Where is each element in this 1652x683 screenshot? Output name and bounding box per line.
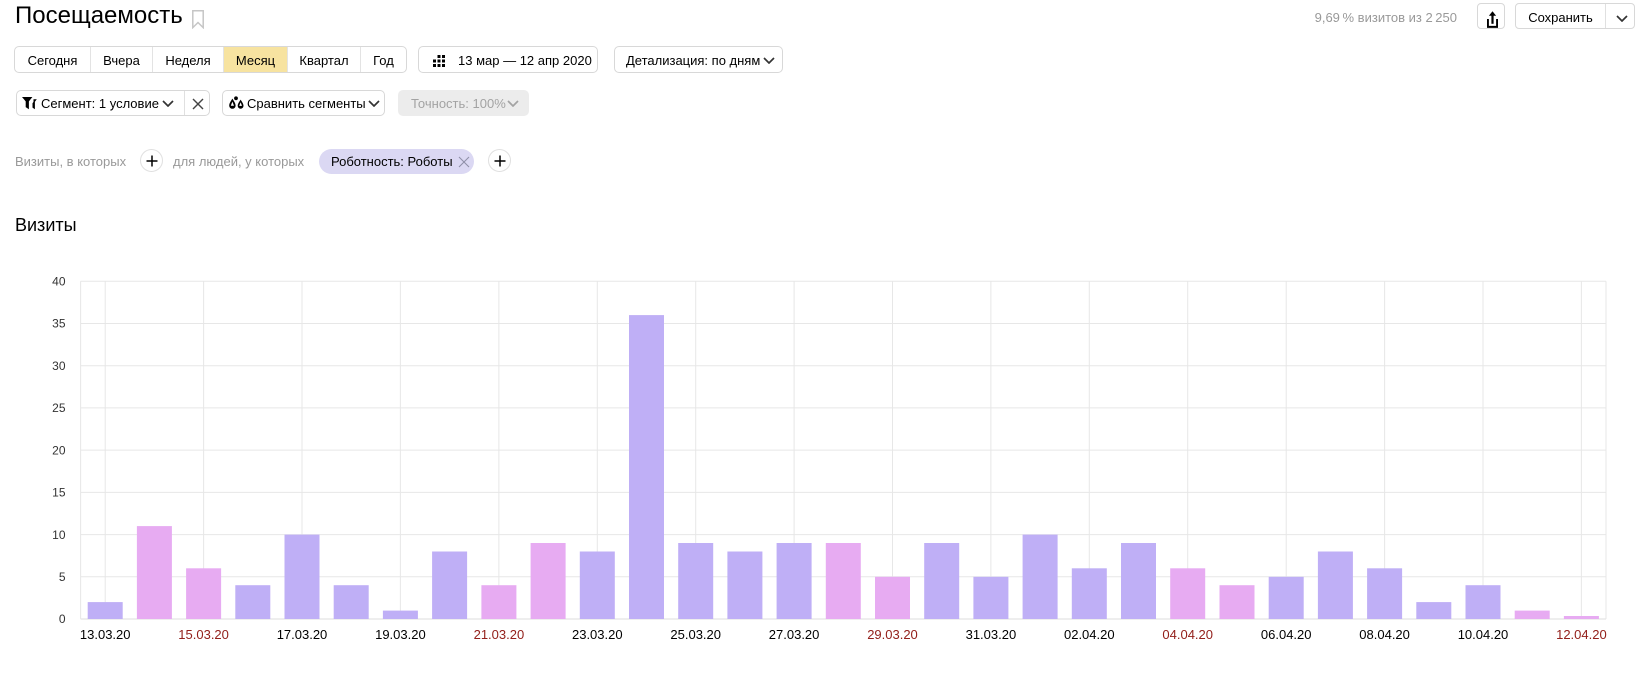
svg-text:10.04.20: 10.04.20 xyxy=(1458,627,1509,642)
svg-text:08.04.20: 08.04.20 xyxy=(1359,627,1410,642)
svg-text:35: 35 xyxy=(52,317,66,331)
svg-text:15: 15 xyxy=(52,486,66,500)
svg-text:0: 0 xyxy=(59,612,66,626)
svg-text:40: 40 xyxy=(52,275,66,289)
svg-text:30: 30 xyxy=(52,359,66,373)
svg-text:17.03.20: 17.03.20 xyxy=(277,627,328,642)
svg-text:04.04.20: 04.04.20 xyxy=(1162,627,1213,642)
svg-text:20: 20 xyxy=(52,443,66,457)
svg-text:21.03.20: 21.03.20 xyxy=(474,627,525,642)
svg-text:10: 10 xyxy=(52,528,66,542)
svg-text:12.04.20: 12.04.20 xyxy=(1556,627,1607,642)
svg-text:29.03.20: 29.03.20 xyxy=(867,627,918,642)
svg-text:23.03.20: 23.03.20 xyxy=(572,627,623,642)
svg-text:25: 25 xyxy=(52,401,66,415)
svg-text:06.04.20: 06.04.20 xyxy=(1261,627,1312,642)
svg-text:15.03.20: 15.03.20 xyxy=(178,627,229,642)
svg-text:31.03.20: 31.03.20 xyxy=(966,627,1017,642)
svg-text:19.03.20: 19.03.20 xyxy=(375,627,426,642)
svg-text:13.03.20: 13.03.20 xyxy=(80,627,131,642)
svg-text:25.03.20: 25.03.20 xyxy=(670,627,721,642)
svg-text:5: 5 xyxy=(59,570,66,584)
svg-text:27.03.20: 27.03.20 xyxy=(769,627,820,642)
svg-text:02.04.20: 02.04.20 xyxy=(1064,627,1115,642)
